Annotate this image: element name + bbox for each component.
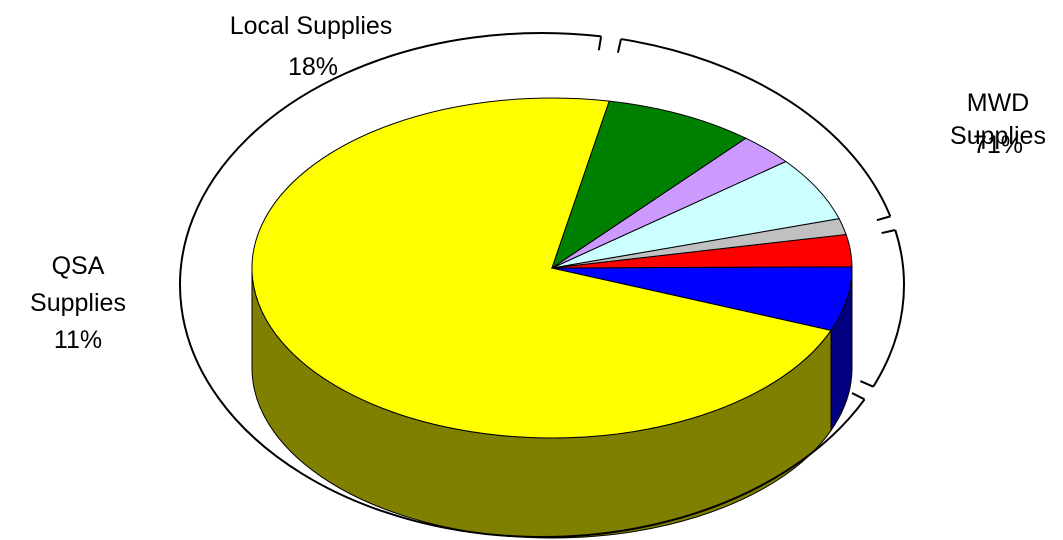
group-ring-tick-2-1: [616, 38, 622, 53]
group-ring-0: [179, 32, 866, 538]
group-ring-1: [872, 229, 905, 388]
group-label-qsa-line2: Supplies: [30, 289, 126, 317]
group-ring-tick-0-0: [597, 36, 603, 51]
pie-slice-6: [551, 100, 747, 270]
group-label-mwd-line1: MWD: [967, 89, 1029, 117]
group-label-mwd-line2: Supplies: [950, 122, 1046, 150]
pie-slice-0: [251, 97, 832, 439]
group-ring-tick-0-1: [851, 392, 865, 401]
group-label-qsa-percent: 11%: [54, 326, 102, 354]
group-ring-2: [620, 38, 892, 217]
group-ring-tick-1-1: [881, 229, 896, 235]
group-label-qsa-line1: QSA: [52, 252, 105, 280]
group-label-mwd-percent: 71%: [973, 131, 1023, 159]
group-label-local-line1: Local Supplies: [230, 12, 393, 40]
group-ring-tick-2-0: [876, 215, 891, 222]
group-ring-tick-1-0: [860, 380, 874, 388]
group-label-local-percent: 18%: [288, 53, 338, 81]
